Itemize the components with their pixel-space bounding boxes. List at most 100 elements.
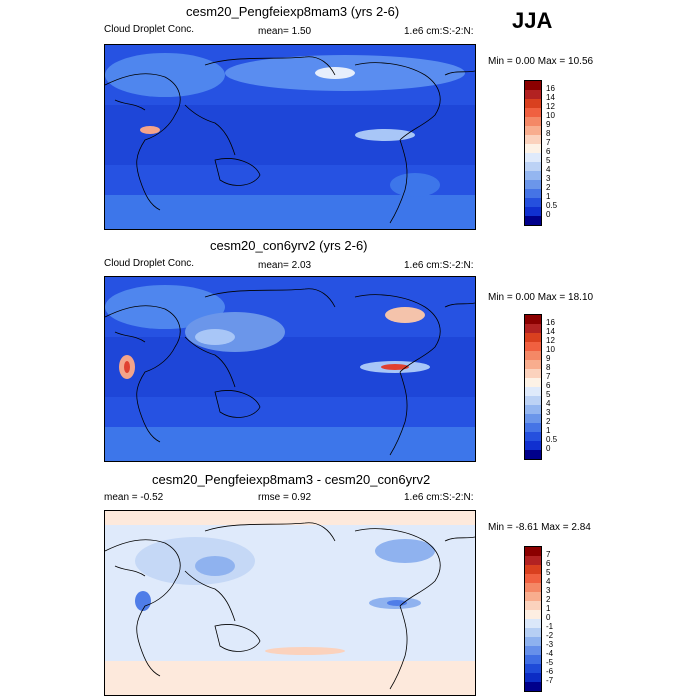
colorbar-swatch bbox=[525, 153, 541, 162]
panel1-map bbox=[104, 44, 476, 230]
colorbar-swatch bbox=[525, 162, 541, 171]
colorbar-tick-label: 8 bbox=[546, 129, 551, 138]
colorbar-tick-label: 4 bbox=[546, 165, 551, 174]
colorbar-swatch bbox=[525, 351, 541, 360]
colorbar-swatch bbox=[525, 646, 541, 655]
panel3-colorbar-labels: 7 6 5 4 3 2 1 0 -1 -2 -3 -4 -5 -6 -7 bbox=[546, 546, 576, 690]
colorbar-tick-label: 6 bbox=[546, 381, 551, 390]
colorbar-tick-label: 12 bbox=[546, 102, 555, 111]
colorbar-tick-label: 2 bbox=[546, 595, 551, 604]
colorbar-tick-label: 2 bbox=[546, 417, 551, 426]
colorbar-tick-label: 0 bbox=[546, 210, 551, 219]
panel2-colorbar bbox=[524, 314, 542, 460]
colorbar-swatch bbox=[525, 583, 541, 592]
panel3-units-label: 1.e6 cm:S:-2:N: bbox=[404, 492, 474, 503]
colorbar-tick-label: -7 bbox=[546, 676, 554, 685]
colorbar-swatch bbox=[525, 378, 541, 387]
colorbar-tick-label: 14 bbox=[546, 327, 555, 336]
colorbar-swatch bbox=[525, 405, 541, 414]
colorbar-swatch bbox=[525, 360, 541, 369]
colorbar-swatch bbox=[525, 369, 541, 378]
panel3-map bbox=[104, 510, 476, 696]
panel2-minmax-label: Min = 0.00 Max = 18.10 bbox=[488, 292, 594, 303]
panel3-colorbar bbox=[524, 546, 542, 692]
colorbar-tick-label: -2 bbox=[546, 631, 554, 640]
colorbar-swatch bbox=[525, 592, 541, 601]
colorbar-tick-label: -1 bbox=[546, 622, 554, 631]
colorbar-swatch bbox=[525, 664, 541, 673]
colorbar-tick-label: 5 bbox=[546, 568, 551, 577]
colorbar-swatch bbox=[525, 619, 541, 628]
colorbar-swatch bbox=[525, 90, 541, 99]
colorbar-tick-label: 4 bbox=[546, 399, 551, 408]
panel1-colorbar bbox=[524, 80, 542, 226]
colorbar-swatch bbox=[525, 556, 541, 565]
colorbar-tick-label: 0 bbox=[546, 444, 551, 453]
colorbar-swatch bbox=[525, 171, 541, 180]
colorbar-swatch bbox=[525, 135, 541, 144]
colorbar-swatch bbox=[525, 342, 541, 351]
colorbar-swatch bbox=[525, 198, 541, 207]
panel2-mean-label: mean= 2.03 bbox=[258, 260, 312, 271]
panel2-colorbar-labels: 16 14 12 10 9 8 7 6 5 4 3 2 1 0.5 0 bbox=[546, 314, 576, 458]
colorbar-swatch bbox=[525, 144, 541, 153]
colorbar-swatch bbox=[525, 655, 541, 664]
panel2-variable-label: Cloud Droplet Conc. bbox=[104, 258, 195, 269]
panel2-title: cesm20_con6yrv2 (yrs 2-6) bbox=[210, 238, 368, 253]
colorbar-tick-label: 16 bbox=[546, 84, 555, 93]
colorbar-tick-label: -3 bbox=[546, 640, 554, 649]
panel3-map-graphic bbox=[105, 511, 475, 695]
colorbar-tick-label: 10 bbox=[546, 345, 555, 354]
colorbar-swatch bbox=[525, 207, 541, 216]
colorbar-tick-label: 3 bbox=[546, 586, 551, 595]
colorbar-tick-label: 5 bbox=[546, 390, 551, 399]
season-label: JJA bbox=[512, 8, 553, 33]
panel1-variable-label: Cloud Droplet Conc. bbox=[104, 24, 195, 35]
panel2-units-label: 1.e6 cm:S:-2:N: bbox=[404, 260, 474, 271]
panel1-map-graphic bbox=[105, 45, 475, 229]
colorbar-swatch bbox=[525, 387, 541, 396]
panel1-title: cesm20_Pengfeiexp8mam3 (yrs 2-6) bbox=[186, 4, 400, 19]
colorbar-swatch bbox=[525, 117, 541, 126]
colorbar-tick-label: 12 bbox=[546, 336, 555, 345]
colorbar-tick-label: 6 bbox=[546, 559, 551, 568]
colorbar-swatch bbox=[525, 601, 541, 610]
colorbar-swatch bbox=[525, 450, 541, 459]
colorbar-swatch bbox=[525, 637, 541, 646]
colorbar-swatch bbox=[525, 333, 541, 342]
colorbar-tick-label: 10 bbox=[546, 111, 555, 120]
panel3-title: cesm20_Pengfeiexp8mam3 - cesm20_con6yrv2 bbox=[152, 472, 431, 487]
colorbar-swatch bbox=[525, 610, 541, 619]
colorbar-swatch bbox=[525, 189, 541, 198]
colorbar-tick-label: 4 bbox=[546, 577, 551, 586]
colorbar-swatch bbox=[525, 99, 541, 108]
colorbar-swatch bbox=[525, 432, 541, 441]
colorbar-swatch bbox=[525, 396, 541, 405]
colorbar-tick-label: 0.5 bbox=[546, 435, 558, 444]
colorbar-tick-label: 14 bbox=[546, 93, 555, 102]
colorbar-tick-label: 7 bbox=[546, 138, 551, 147]
colorbar-swatch bbox=[525, 216, 541, 225]
panel1-minmax-label: Min = 0.00 Max = 10.56 bbox=[488, 56, 594, 67]
colorbar-swatch bbox=[525, 547, 541, 556]
colorbar-tick-label: 1 bbox=[546, 426, 551, 435]
colorbar-tick-label: -5 bbox=[546, 658, 554, 667]
colorbar-swatch bbox=[525, 673, 541, 682]
colorbar-swatch bbox=[525, 180, 541, 189]
colorbar-swatch bbox=[525, 628, 541, 637]
panel3-rmse-label: rmse = 0.92 bbox=[258, 492, 312, 503]
colorbar-tick-label: 8 bbox=[546, 363, 551, 372]
colorbar-swatch bbox=[525, 315, 541, 324]
colorbar-swatch bbox=[525, 565, 541, 574]
colorbar-swatch bbox=[525, 81, 541, 90]
colorbar-tick-label: 0.5 bbox=[546, 201, 558, 210]
colorbar-swatch bbox=[525, 414, 541, 423]
panel1-colorbar-labels: 16 14 12 10 9 8 7 6 5 4 3 2 1 0.5 0 bbox=[546, 80, 576, 224]
colorbar-swatch bbox=[525, 441, 541, 450]
colorbar-tick-label: 16 bbox=[546, 318, 555, 327]
colorbar-swatch bbox=[525, 108, 541, 117]
colorbar-swatch bbox=[525, 423, 541, 432]
panel1-units-label: 1.e6 cm:S:-2:N: bbox=[404, 26, 474, 37]
colorbar-tick-label: 9 bbox=[546, 354, 551, 363]
colorbar-swatch bbox=[525, 324, 541, 333]
